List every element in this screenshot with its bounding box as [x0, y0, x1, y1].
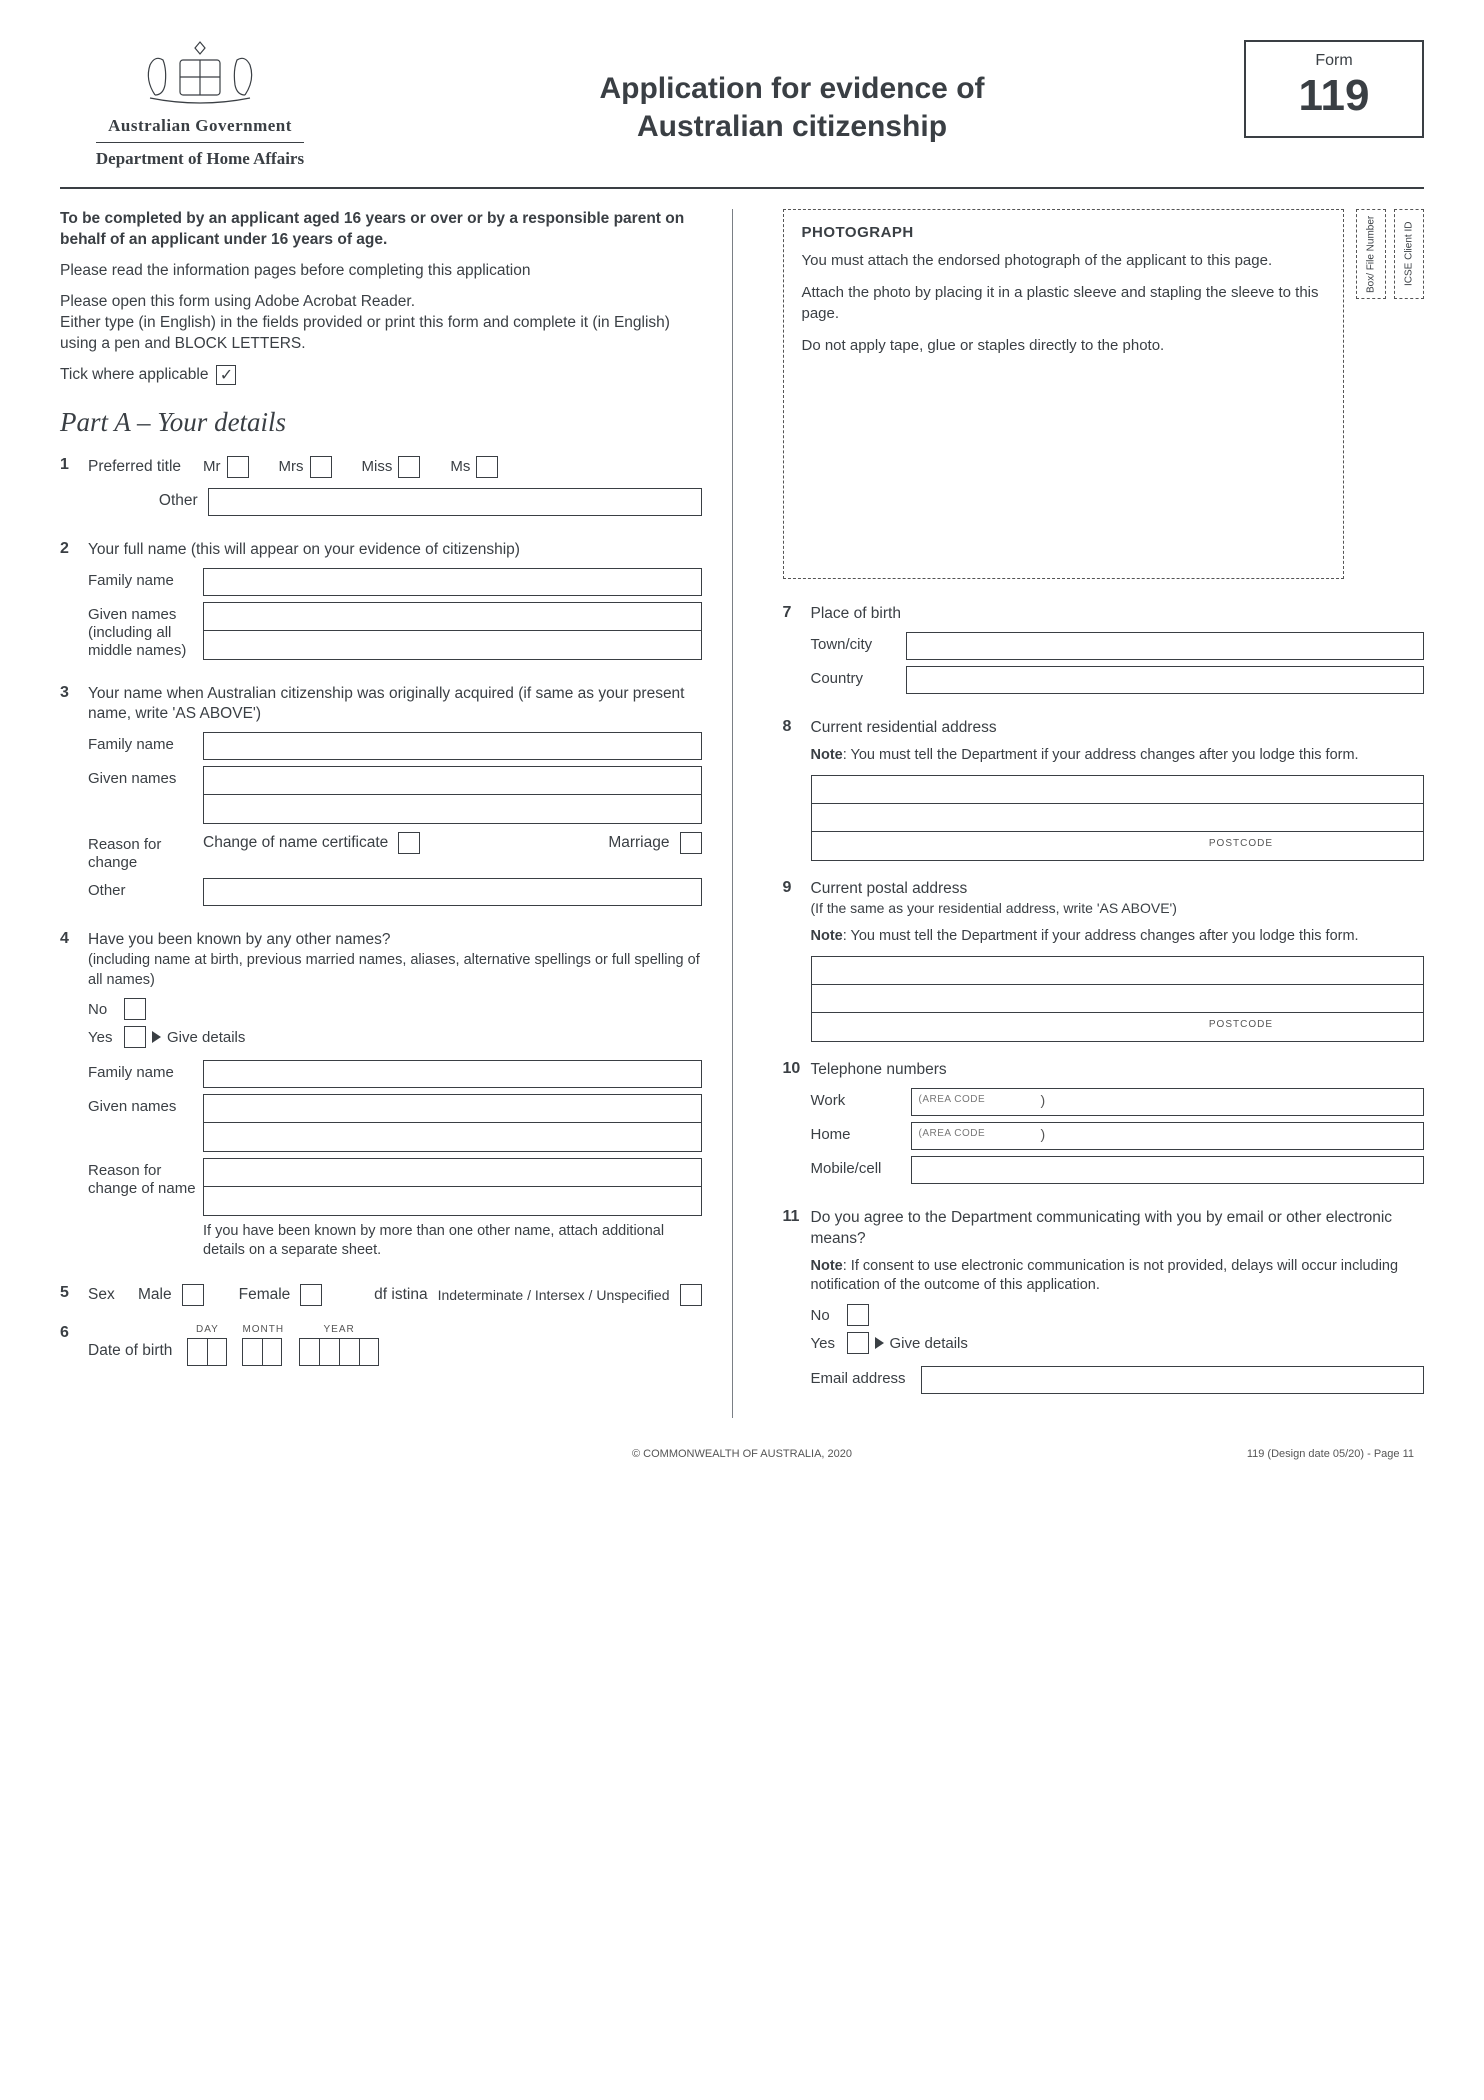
q4-given-input[interactable] — [203, 1094, 702, 1152]
q11-no-checkbox[interactable] — [847, 1304, 869, 1326]
footer-copyright: © COMMONWEALTH OF AUSTRALIA, 2020 — [270, 1448, 1214, 1460]
q7-country-input[interactable] — [906, 666, 1425, 694]
q10-label: Telephone numbers — [811, 1060, 1425, 1080]
q1-label: Preferred title — [88, 458, 193, 476]
q6-month-input[interactable] — [242, 1338, 284, 1366]
instructions-p2: Please open this form using Adobe Acroba… — [60, 292, 702, 355]
question-3: 3 Your name when Australian citizenship … — [60, 684, 702, 912]
q4-no-checkbox[interactable] — [124, 998, 146, 1020]
q3-label: Your name when Australian citizenship wa… — [88, 684, 702, 724]
question-10: 10 Telephone numbers Work (AREA CODE ) H… — [783, 1060, 1425, 1190]
question-7: 7 Place of birth Town/city Country — [783, 604, 1425, 700]
q2-given-input[interactable] — [203, 602, 702, 660]
page-header: Australian Government Department of Home… — [60, 40, 1424, 189]
tick-row: Tick where applicable ✓ — [60, 365, 702, 385]
q11-label: Do you agree to the Department communica… — [811, 1208, 1425, 1248]
gov-name: Australian Government — [60, 116, 340, 136]
photo-section: PHOTOGRAPH You must attach the endorsed … — [783, 209, 1425, 579]
page-footer: © COMMONWEALTH OF AUSTRALIA, 2020 119 (D… — [60, 1448, 1424, 1460]
side-tab-icse: ICSE Client ID — [1394, 209, 1424, 299]
question-11: 11 Do you agree to the Department commun… — [783, 1208, 1425, 1400]
arrow-icon — [875, 1337, 884, 1349]
q11-email-input[interactable] — [921, 1366, 1425, 1394]
q10-home-input[interactable] — [911, 1122, 1425, 1150]
q10-work-input[interactable] — [911, 1088, 1425, 1116]
left-column: To be completed by an applicant aged 16 … — [60, 209, 733, 1418]
q5-female-checkbox[interactable] — [300, 1284, 322, 1306]
question-4: 4 Have you been known by any other names… — [60, 930, 702, 1266]
q1-other-input[interactable] — [208, 488, 702, 516]
question-9: 9 Current postal address (If the same as… — [783, 879, 1425, 1042]
question-8: 8 Current residential address Note: You … — [783, 718, 1425, 861]
q1-miss-checkbox[interactable] — [398, 456, 420, 478]
form-number: 119 — [1246, 74, 1422, 118]
footer-page: 119 (Design date 05/20) - Page 11 — [1214, 1448, 1414, 1460]
q3-given-input[interactable] — [203, 766, 702, 824]
q6-label: Date of birth — [88, 1342, 172, 1366]
instructions-bold: To be completed by an applicant aged 16 … — [60, 209, 702, 251]
q3-family-input[interactable] — [203, 732, 702, 760]
q5-male-checkbox[interactable] — [182, 1284, 204, 1306]
q4-reason-input[interactable] — [203, 1158, 702, 1216]
photo-title: PHOTOGRAPH — [802, 224, 1326, 241]
q1-mrs-checkbox[interactable] — [310, 456, 332, 478]
q2-label: Your full name (this will appear on your… — [88, 540, 702, 560]
part-a-heading: Part A – Your details — [60, 407, 702, 438]
q4-note: If you have been known by more than one … — [203, 1222, 702, 1260]
crest-icon — [125, 40, 275, 108]
q9-address-input[interactable] — [811, 956, 1425, 1042]
q7-label: Place of birth — [811, 604, 1425, 624]
q7-town-input[interactable] — [906, 632, 1425, 660]
question-1: 1 Preferred title Mr Mrs Miss Ms Other — [60, 456, 702, 522]
right-column: PHOTOGRAPH You must attach the endorsed … — [773, 209, 1425, 1418]
q4-label: Have you been known by any other names? … — [88, 930, 702, 990]
tick-checkbox-demo: ✓ — [216, 365, 236, 385]
page-title: Application for evidence of Australian c… — [340, 70, 1244, 145]
q6-year-input[interactable] — [299, 1338, 379, 1366]
q3-other-input[interactable] — [203, 878, 702, 906]
q1-ms-checkbox[interactable] — [476, 456, 498, 478]
q6-day-input[interactable] — [187, 1338, 227, 1366]
q8-address-input[interactable] — [811, 775, 1425, 861]
photograph-box: PHOTOGRAPH You must attach the endorsed … — [783, 209, 1345, 579]
q4-yes-checkbox[interactable] — [124, 1026, 146, 1048]
q5-label: Sex — [88, 1286, 128, 1304]
form-label: Form — [1246, 52, 1422, 70]
logo-column: Australian Government Department of Home… — [60, 40, 340, 169]
dept-name: Department of Home Affairs — [96, 142, 304, 169]
q10-mobile-input[interactable] — [911, 1156, 1425, 1184]
q11-yes-checkbox[interactable] — [847, 1332, 869, 1354]
title-column: Application for evidence of Australian c… — [340, 40, 1244, 145]
q8-label: Current residential address — [811, 718, 1425, 738]
q4-family-input[interactable] — [203, 1060, 702, 1088]
form-number-box: Form 119 — [1244, 40, 1424, 138]
question-5: 5 Sex Male Female df istina Indeterminat… — [60, 1284, 702, 1306]
q1-mr-checkbox[interactable] — [227, 456, 249, 478]
q3-changecert-checkbox[interactable] — [398, 832, 420, 854]
arrow-icon — [152, 1031, 161, 1043]
q5-indet-checkbox[interactable] — [680, 1284, 702, 1306]
instructions-p1: Please read the information pages before… — [60, 261, 702, 282]
q9-label: Current postal address (If the same as y… — [811, 879, 1425, 919]
question-2: 2 Your full name (this will appear on yo… — [60, 540, 702, 666]
question-6: 6 Date of birth DAY MONTH YEAR — [60, 1324, 702, 1366]
tick-label: Tick where applicable — [60, 366, 208, 384]
q2-family-input[interactable] — [203, 568, 702, 596]
side-tab-box-file: Box/ File Number — [1356, 209, 1386, 299]
q3-marriage-checkbox[interactable] — [680, 832, 702, 854]
